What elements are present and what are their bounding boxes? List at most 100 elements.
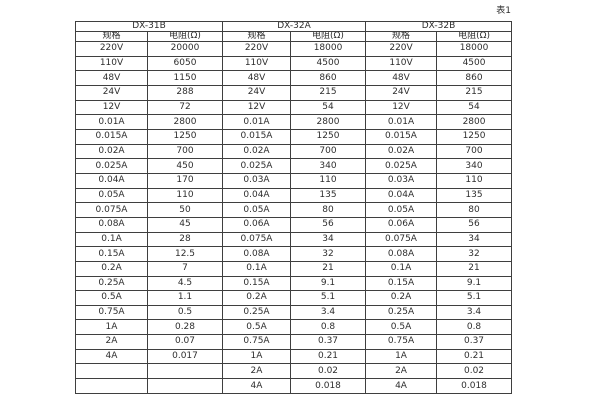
resistance-cell: 4500 — [289, 55, 367, 72]
table-row: 0.1A 28 0.075A 34 0.075A 34 — [75, 231, 513, 248]
spec-cell: 0.15A — [365, 275, 438, 292]
resistance-cell: 80 — [436, 202, 513, 218]
spec-cell: 0.02A — [222, 143, 291, 160]
spec-cell: 110V — [222, 55, 291, 72]
spec-cell: 0.075A — [222, 231, 291, 248]
column-header: 电阻(Ω) — [289, 31, 367, 42]
spec-cell: 0.075A — [365, 231, 438, 248]
spec-cell: 2A — [75, 334, 148, 350]
spec-cell: 1A — [365, 348, 438, 365]
group-header: DX-32B — [365, 21, 513, 32]
spec-cell: 0.15A — [222, 275, 291, 292]
resistance-cell: 4.5 — [147, 275, 223, 292]
spec-cell: 0.015A — [222, 128, 291, 145]
resistance-cell: 1.1 — [147, 290, 223, 306]
resistance-cell: 1250 — [289, 128, 367, 145]
table-row: 1A 0.28 0.5A 0.8 0.5A 0.8 — [75, 319, 513, 336]
spec-cell: 12V — [222, 99, 291, 116]
table-row: 0.08A 45 0.06A 56 0.06A 56 — [75, 216, 513, 233]
group-header: DX-32A — [221, 21, 367, 32]
table-row: 4A 0.017 1A 0.21 1A 0.21 — [75, 348, 513, 365]
resistance-cell: 5.1 — [289, 290, 367, 306]
table-row: 48V 1150 48V 860 48V 860 — [75, 70, 513, 86]
spec-cell: 1A — [75, 319, 148, 336]
resistance-cell: 0.018 — [436, 378, 513, 394]
resistance-cell: 3.4 — [289, 304, 367, 321]
spec-cell: 0.03A — [365, 172, 438, 189]
resistance-cell: 110 — [147, 187, 223, 204]
spec-cell: 0.01A — [365, 114, 438, 130]
resistance-cell — [147, 363, 223, 380]
spec-cell: 1A — [222, 348, 291, 365]
spec-cell: 12V — [75, 99, 148, 116]
resistance-cell: 450 — [147, 158, 223, 174]
spec-cell: 0.08A — [365, 246, 438, 262]
resistance-cell: 0.37 — [436, 334, 513, 350]
spec-cell: 0.025A — [75, 158, 148, 174]
resistance-cell: 1250 — [436, 128, 513, 145]
resistance-cell: 1150 — [147, 70, 223, 86]
spec-cell: 110V — [75, 55, 148, 72]
resistance-cell: 0.37 — [289, 334, 367, 350]
resistance-cell: 28 — [147, 231, 223, 248]
resistance-cell: 0.017 — [147, 348, 223, 365]
resistance-cell: 0.8 — [289, 319, 367, 336]
resistance-cell: 34 — [289, 231, 367, 248]
spec-cell: 0.01A — [75, 114, 148, 130]
resistance-cell: 32 — [289, 246, 367, 262]
resistance-cell: 215 — [436, 84, 513, 101]
table-row: 0.05A 110 0.04A 135 0.04A 135 — [75, 187, 513, 204]
table-row: 0.015A 1250 0.015A 1250 0.015A 1250 — [75, 128, 513, 145]
spec-cell: 220V — [222, 41, 291, 57]
resistance-cell: 0.28 — [147, 319, 223, 336]
spec-cell: 48V — [365, 70, 438, 86]
spec-cell: 0.01A — [222, 114, 291, 130]
resistance-cell: 340 — [289, 158, 367, 174]
spec-cell: 0.02A — [75, 143, 148, 160]
spec-cell: 0.75A — [365, 334, 438, 350]
spec-cell: 0.25A — [75, 275, 148, 292]
resistance-cell: 0.02 — [289, 363, 367, 380]
spec-cell: 0.015A — [75, 128, 148, 145]
spec-cell: 0.75A — [222, 334, 291, 350]
table-row: 0.2A 7 0.1A 21 0.1A 21 — [75, 260, 513, 277]
resistance-cell: 135 — [436, 187, 513, 204]
spec-cell: 0.05A — [365, 202, 438, 218]
table-row: 0.75A 0.5 0.25A 3.4 0.25A 3.4 — [75, 304, 513, 321]
resistance-cell: 80 — [289, 202, 367, 218]
resistance-cell: 700 — [289, 143, 367, 160]
spec-cell: 0.5A — [222, 319, 291, 336]
resistance-cell: 0.21 — [289, 348, 367, 365]
table-row: 0.25A 4.5 0.15A 9.1 0.15A 9.1 — [75, 275, 513, 292]
table-row: 110V 6050 110V 4500 110V 4500 — [75, 55, 513, 72]
resistance-cell: 72 — [147, 99, 223, 116]
spec-cell: 4A — [365, 378, 438, 394]
resistance-cell: 0.5 — [147, 304, 223, 321]
table-row: 24V 288 24V 215 24V 215 — [75, 84, 513, 101]
table-row: 2A 0.07 0.75A 0.37 0.75A 0.37 — [75, 334, 513, 350]
column-header: 规格 — [222, 31, 291, 42]
table-row: 0.02A 700 0.02A 700 0.02A 700 — [75, 143, 513, 160]
spec-cell: 4A — [75, 348, 148, 365]
spec-cell: 4A — [222, 378, 291, 394]
resistance-cell: 20000 — [147, 41, 223, 57]
resistance-cell: 2800 — [289, 114, 367, 130]
spec-cell: 12V — [365, 99, 438, 116]
resistance-cell: 2800 — [147, 114, 223, 130]
table-row: 0.075A 50 0.05A 80 0.05A 80 — [75, 202, 513, 218]
table-row: 0.5A 1.1 0.2A 5.1 0.2A 5.1 — [75, 290, 513, 306]
spec-cell: 0.025A — [365, 158, 438, 174]
spec-cell: 0.08A — [75, 216, 148, 233]
spec-cell: 0.015A — [365, 128, 438, 145]
resistance-cell: 56 — [289, 216, 367, 233]
table-row: 0.01A 2800 0.01A 2800 0.01A 2800 — [75, 114, 513, 130]
resistance-cell: 18000 — [436, 41, 513, 57]
spec-cell: 220V — [365, 41, 438, 57]
resistance-cell: 50 — [147, 202, 223, 218]
spec-cell: 0.5A — [365, 319, 438, 336]
resistance-cell: 700 — [436, 143, 513, 160]
spec-cell: 0.05A — [222, 202, 291, 218]
resistance-cell: 2800 — [436, 114, 513, 130]
spec-cell: 0.1A — [75, 231, 148, 248]
